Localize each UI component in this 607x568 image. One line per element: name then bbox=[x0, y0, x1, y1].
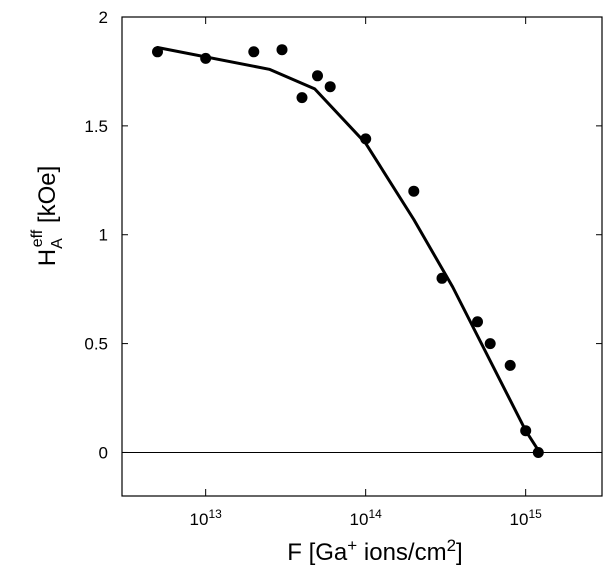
data-point bbox=[472, 316, 483, 328]
data-point bbox=[152, 46, 163, 58]
data-point bbox=[504, 359, 516, 371]
y-tick-label: 1.5 bbox=[84, 117, 108, 136]
data-point bbox=[248, 46, 260, 58]
data-point bbox=[296, 92, 308, 104]
data-point bbox=[200, 52, 212, 64]
data-point bbox=[436, 272, 448, 284]
data-point bbox=[484, 338, 496, 350]
ticks-layer: 0 0.5 1 1.5 2 1013 1014 1015 bbox=[84, 8, 602, 529]
data-point bbox=[520, 425, 532, 437]
x-tick-label: 1015 bbox=[510, 507, 543, 529]
y-axis-title: HAeff [kOe] bbox=[29, 166, 66, 267]
data-point bbox=[360, 133, 372, 145]
x-tick-label: 1013 bbox=[190, 507, 223, 529]
data-point bbox=[532, 447, 544, 458]
y-tick-label: 1 bbox=[99, 226, 108, 245]
data-point bbox=[276, 44, 288, 56]
svg-text:HAeff [kOe]: HAeff [kOe] bbox=[29, 166, 66, 267]
fit-line bbox=[156, 46, 540, 452]
data-point bbox=[324, 81, 336, 93]
y-tick-label: 0.5 bbox=[84, 335, 108, 354]
plot-frame bbox=[121, 16, 603, 497]
fit-line-layer bbox=[156, 46, 540, 452]
x-tick-label: 1014 bbox=[350, 507, 383, 529]
data-point bbox=[408, 185, 420, 197]
data-points-layer bbox=[152, 44, 544, 458]
x-axis-title: F [Ga+ ions/cm2] bbox=[287, 536, 462, 566]
y-tick-label: 0 bbox=[99, 443, 108, 462]
data-point bbox=[312, 70, 323, 82]
y-tick-label: 2 bbox=[99, 8, 108, 27]
